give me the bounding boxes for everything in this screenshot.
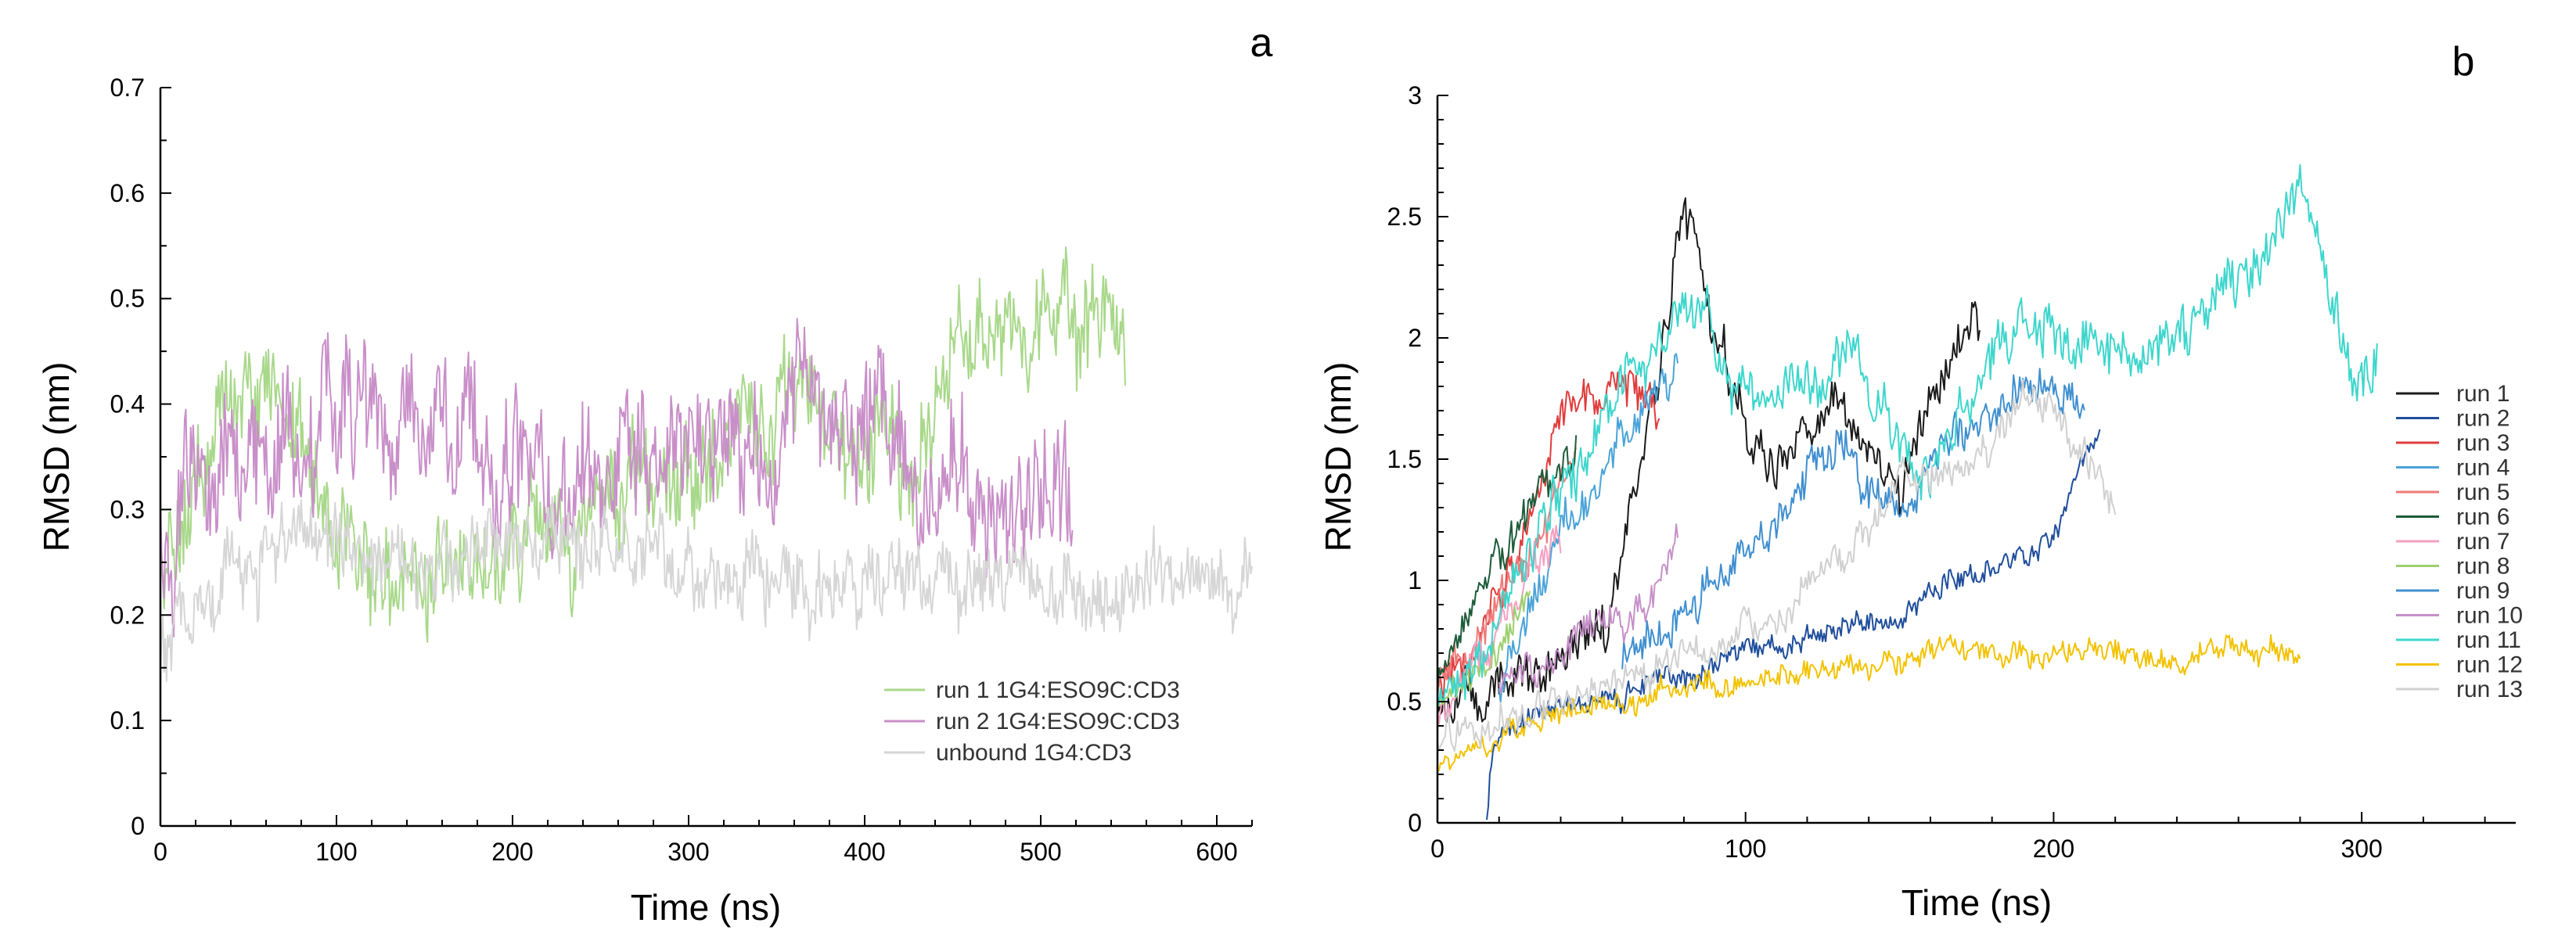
panel-b-legend-label-6: run 6 [2456, 505, 2509, 530]
panel-a-y-tick-label: 0.7 [110, 74, 145, 102]
panel-b-series-line-9 [1621, 368, 2085, 670]
panel-b-letter: b [2452, 39, 2475, 84]
panel-b-x-tick-label: 300 [2340, 835, 2382, 863]
panel-b-legend-label-13: run 13 [2456, 677, 2523, 702]
panel-a-ticks [160, 87, 1253, 827]
panel-a-letter: a [1250, 20, 1273, 66]
panel-b-y-axis-title: RMSD (nm) [1318, 362, 1358, 552]
panel-b-series [1437, 163, 2378, 821]
panel-a-legend: run 1 1G4:ESO9C:CD3 run 2 1G4:ESO9C:CD3 un… [884, 677, 1180, 766]
panel-b-legend-label-12: run 12 [2456, 652, 2523, 678]
panel-a-y-tick-label: 0.6 [110, 179, 145, 207]
panel-b-legend-label-9: run 9 [2456, 578, 2509, 604]
panel-b-series-line-12 [1437, 634, 2301, 771]
panel-a-y-tick-label: 0.4 [110, 390, 145, 418]
panel-a-x-axis-title: Time (ns) [631, 887, 782, 928]
panel-b-legend-label-1: run 1 [2456, 381, 2509, 407]
panel-b: 0 100 200 300 0 0.5 1 1.5 2 2.5 3 Time (ns) RMSD (… [1318, 39, 2523, 923]
panel-a-x-tick-label: 200 [491, 838, 533, 866]
panel-a-tick-labels: 0 100 200 300 400 500 600 0 0.1 0.2 0.3 0.4 0.5 0.6 0.… [110, 74, 1238, 866]
panel-a-x-tick-label: 500 [1020, 838, 1061, 866]
panel-b-series-line-10 [1498, 523, 1679, 695]
panel-b-series-line-13 [1437, 379, 2117, 752]
panel-a-series-line-1 [160, 246, 1126, 643]
panel-a-y-tick-label: 0.1 [110, 706, 145, 734]
panel-a-x-tick-label: 600 [1196, 838, 1237, 866]
panel-a-series-line-3 [160, 496, 1253, 682]
panel-a-x-tick-label: 300 [667, 838, 709, 866]
panel-b-legend-label-3: run 3 [2456, 430, 2509, 456]
panel-a: 0 100 200 300 400 500 600 0 0.1 0.2 0.3 0.4 0.5 0.6 0.… [36, 20, 1273, 928]
panel-b-legend-label-5: run 5 [2456, 479, 2509, 505]
panel-b-legend-label-8: run 8 [2456, 554, 2509, 580]
panel-b-y-tick-label: 0 [1408, 809, 1422, 837]
panel-a-x-tick-label: 100 [315, 838, 357, 866]
panel-b-x-tick-label: 200 [2033, 835, 2074, 863]
panel-a-y-axis-title: RMSD (nm) [36, 362, 77, 552]
panel-b-x-tick-label: 0 [1430, 835, 1445, 863]
panel-a-x-tick-label: 0 [153, 838, 167, 866]
panel-b-legend-label-4: run 4 [2456, 455, 2509, 481]
panel-b-y-tick-label: 1.5 [1387, 445, 1422, 473]
panel-a-y-tick-label: 0.2 [110, 601, 145, 629]
panel-b-x-tick-label: 100 [1725, 835, 1766, 863]
panel-a-y-tick-label: 0 [131, 812, 145, 840]
panel-b-y-tick-label: 1 [1408, 566, 1422, 594]
panel-b-legend-label-2: run 2 [2456, 406, 2509, 432]
panel-a-legend-label-2: run 2 1G4:ESO9C:CD3 [936, 709, 1180, 734]
panel-b-x-axis-title: Time (ns) [1901, 882, 2053, 923]
panel-b-series-line-5 [1437, 447, 1578, 688]
panel-a-legend-label-3: unbound 1G4:CD3 [936, 740, 1131, 766]
panel-a-y-tick-label: 0.5 [110, 285, 145, 313]
panel-b-y-tick-label: 2.5 [1387, 203, 1422, 231]
panel-a-series [160, 246, 1253, 682]
panel-b-series-line-4 [1498, 353, 1679, 703]
panel-b-tick-labels: 0 100 200 300 0 0.5 1 1.5 2 2.5 3 [1387, 81, 2383, 863]
panel-b-y-tick-label: 0.5 [1387, 688, 1422, 716]
panel-b-series-line-11 [1437, 163, 2378, 705]
panel-b-legend-label-11: run 11 [2456, 627, 2521, 653]
panel-a-series-line-2 [160, 318, 1074, 637]
panel-b-y-tick-label: 3 [1408, 81, 1422, 110]
panel-b-ticks [1437, 95, 2486, 824]
panel-b-legend-label-10: run 10 [2456, 603, 2523, 629]
panel-a-y-tick-label: 0.3 [110, 495, 145, 523]
panel-a-x-tick-label: 400 [844, 838, 885, 866]
panel-b-series-line-3 [1437, 369, 1660, 699]
panel-b-series-line-2 [1486, 429, 2101, 821]
panel-b-y-tick-label: 2 [1408, 324, 1422, 352]
panel-a-legend-label-1: run 1 1G4:ESO9C:CD3 [936, 677, 1180, 703]
panel-b-legend-label-7: run 7 [2456, 529, 2509, 555]
